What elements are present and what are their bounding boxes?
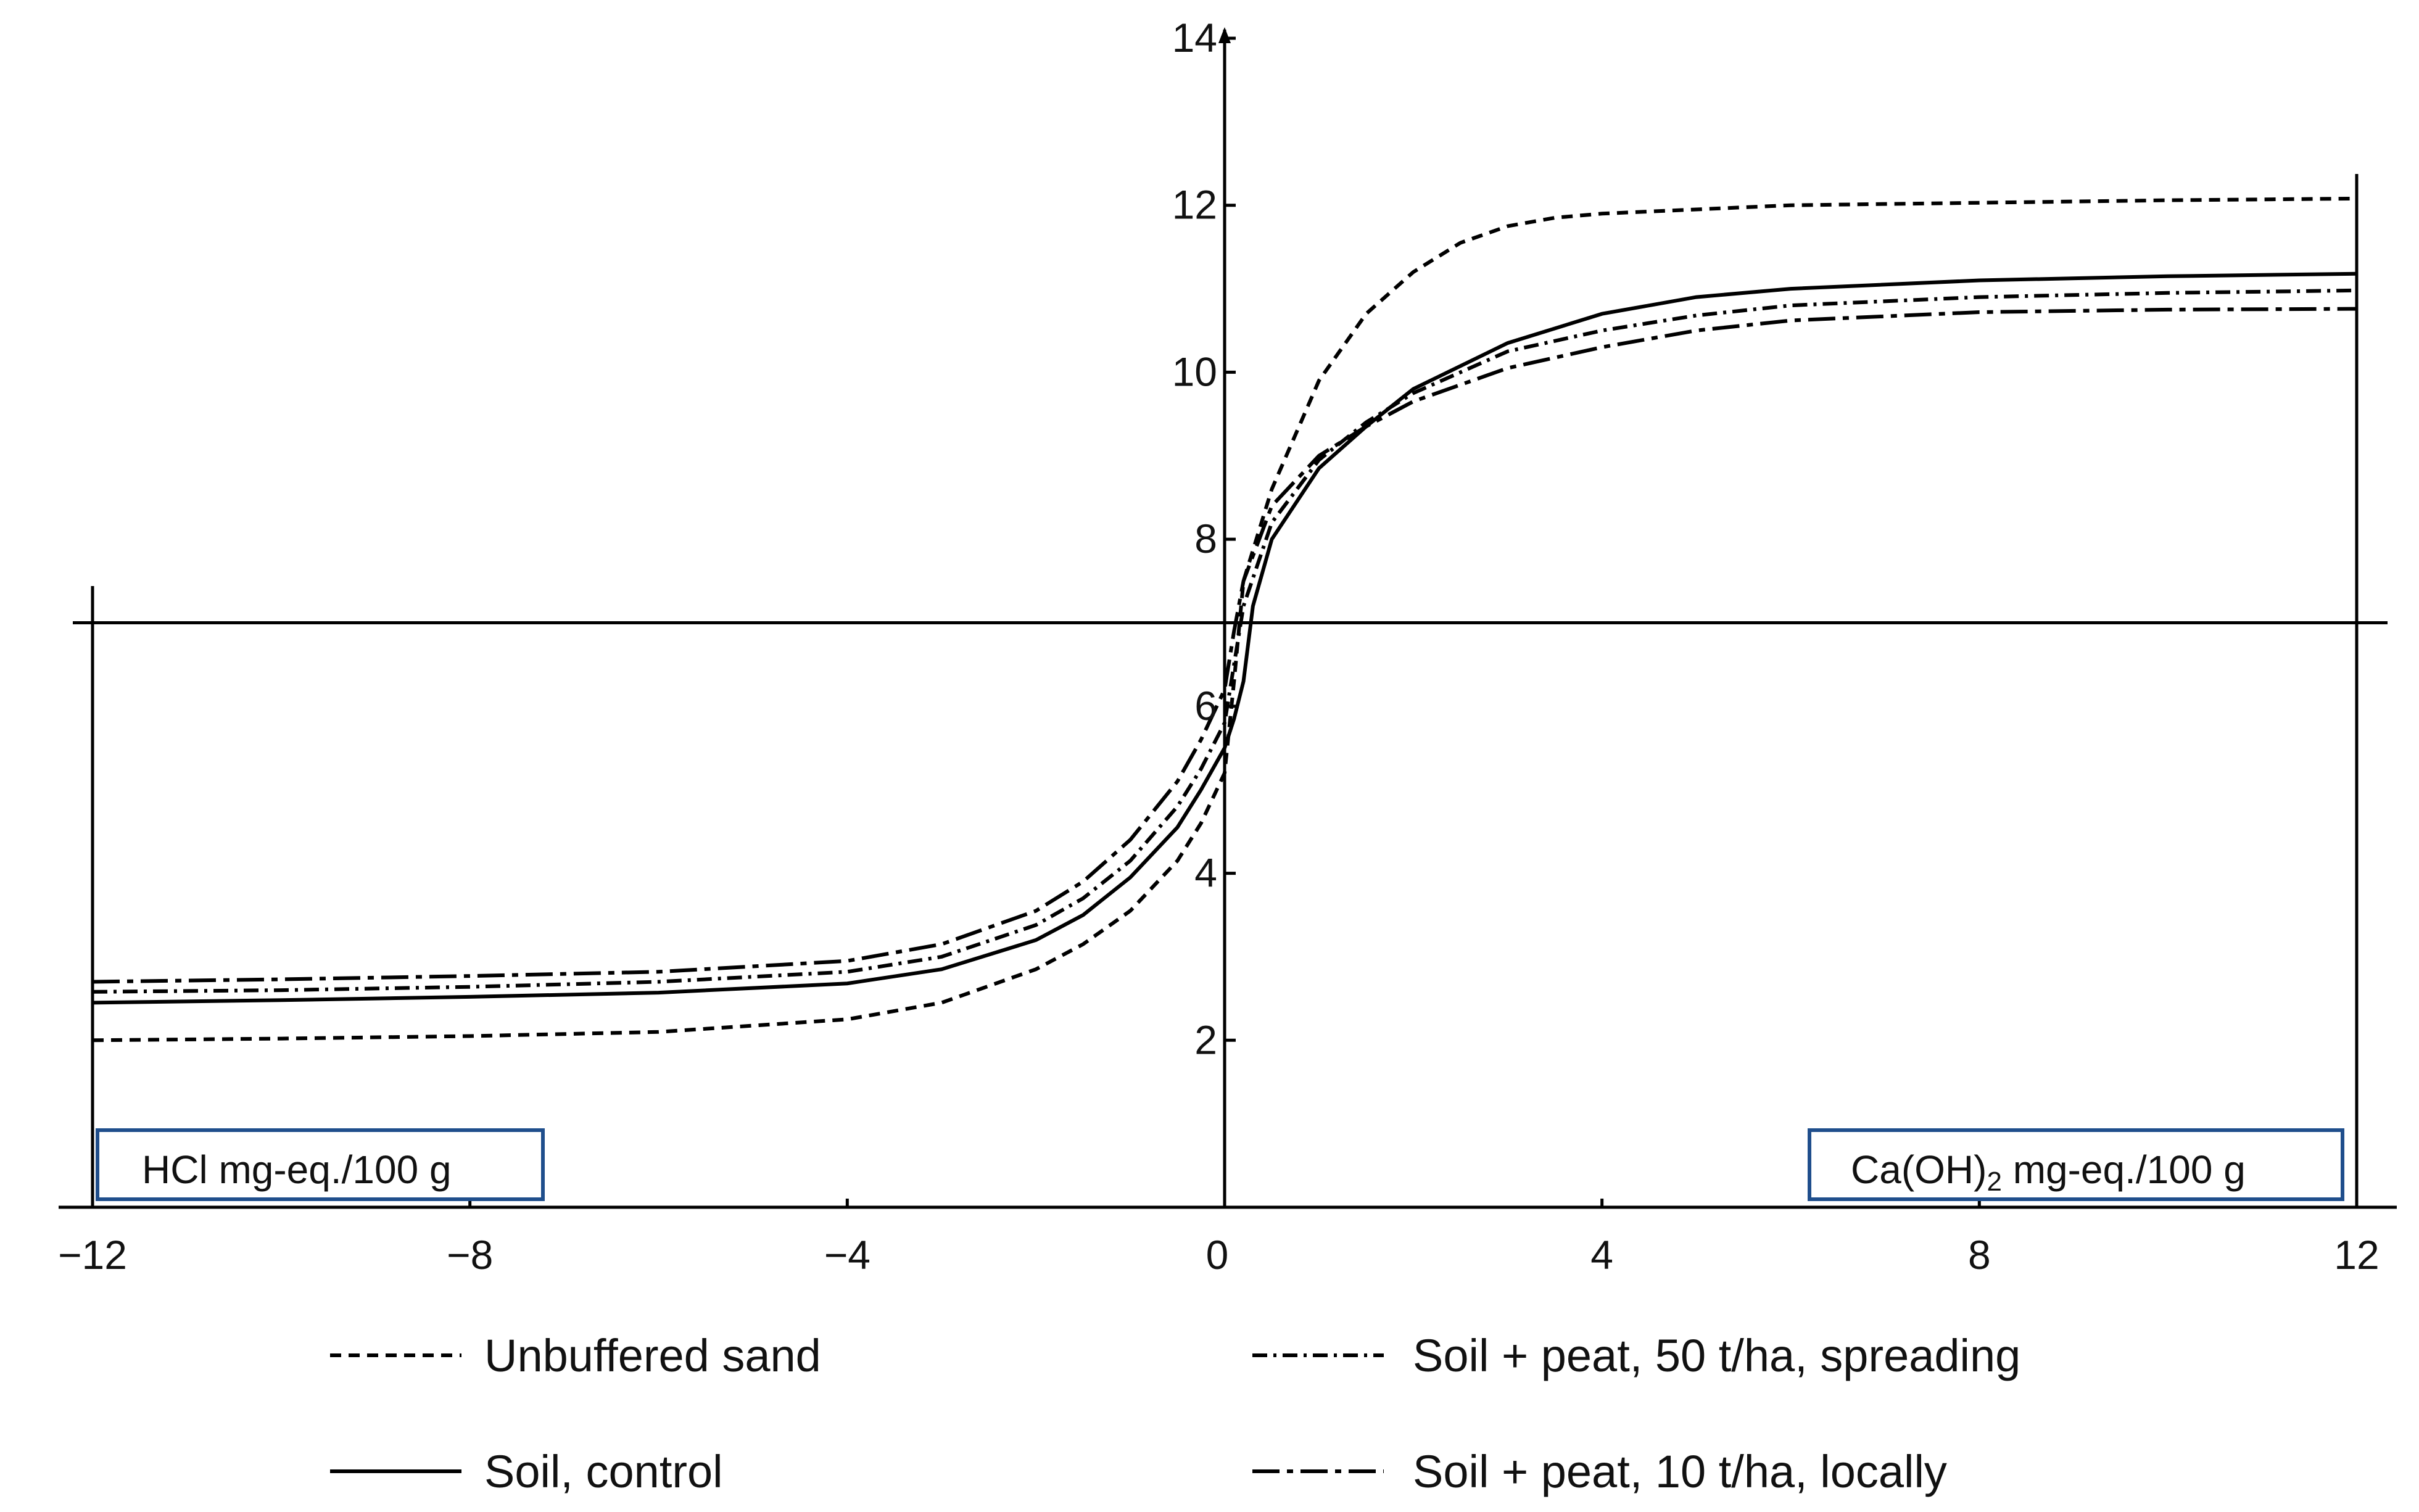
y-axis-arrow (1218, 27, 1231, 43)
x-tick-label: 0 (1206, 1232, 1229, 1278)
curves (92, 196, 2357, 1043)
legend-label: Soil + peat, 50 t/ha, spreading (1413, 1330, 2020, 1381)
legend: Unbuffered sand Soil + peat, 50 t/ha, spr… (330, 1330, 2020, 1497)
right-unit-label: Ca(OH)2 mg-eq./100 g (1851, 1147, 2246, 1197)
legend-item: Soil, control (330, 1446, 723, 1497)
legend-item: Soil + peat, 10 t/ha, locally (1252, 1446, 1947, 1497)
y-tick-label: 14 (1172, 15, 1217, 60)
tick-labels: 2 4 6 8 10 12 14 −12 −8 −4 0 4 8 12 (58, 15, 2380, 1278)
x-tick-label: −4 (824, 1232, 870, 1278)
series-line-1 (92, 196, 2357, 1043)
y-tick-label: 4 (1194, 850, 1217, 896)
series-line-3 (92, 288, 2357, 994)
y-tick-label: 6 (1194, 683, 1217, 729)
legend-label: Soil, control (484, 1446, 723, 1497)
x-tick-label: −12 (58, 1232, 127, 1278)
x-tick-label: 4 (1590, 1232, 1613, 1278)
legend-item: Soil + peat, 50 t/ha, spreading (1252, 1330, 2020, 1381)
x-tick-label: −8 (447, 1232, 493, 1278)
y-tick-label: 2 (1194, 1017, 1217, 1062)
x-tick-label: 8 (1968, 1232, 1991, 1278)
left-unit-box: HCl mg-eq./100 g (96, 1128, 545, 1201)
y-tick-label: 10 (1172, 349, 1217, 394)
left-unit-label: HCl mg-eq./100 g (142, 1147, 452, 1192)
series-line-4 (92, 307, 2357, 984)
right-unit-box: Ca(OH)2 mg-eq./100 g (1808, 1128, 2344, 1201)
legend-label: Unbuffered sand (484, 1330, 821, 1381)
legend-item: Unbuffered sand (330, 1330, 821, 1381)
axes (59, 27, 2397, 1209)
y-tick-label: 8 (1194, 516, 1217, 561)
x-tick-label: 12 (2334, 1232, 2379, 1278)
series-line-2 (92, 271, 2357, 1005)
y-tick-label: 12 (1172, 182, 1217, 228)
legend-label: Soil + peat, 10 t/ha, locally (1413, 1446, 1947, 1497)
